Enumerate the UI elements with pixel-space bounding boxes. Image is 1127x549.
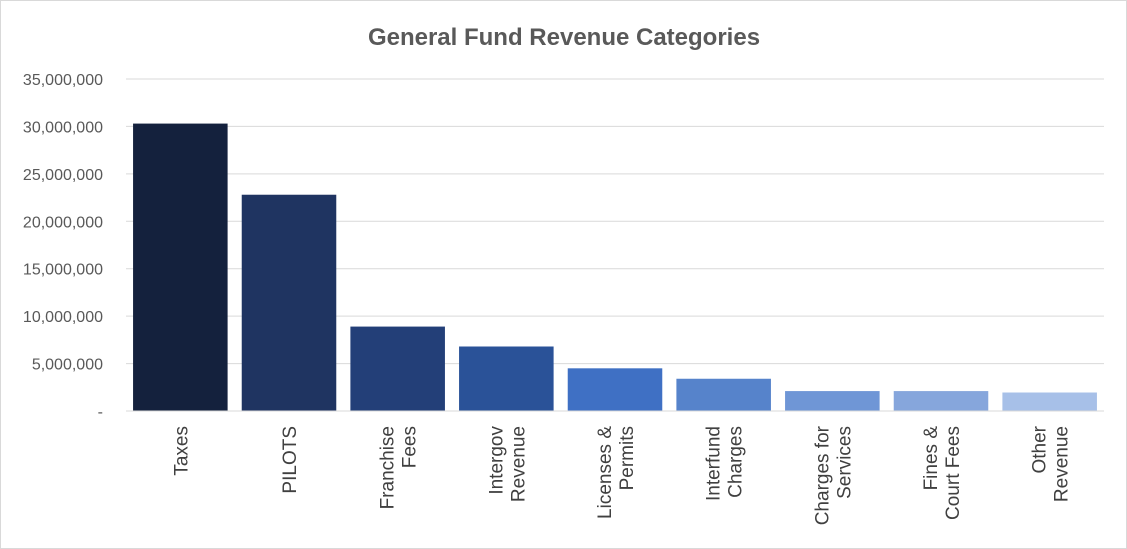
category-label: PILOTS [280, 426, 301, 494]
category-label-line: Charges [726, 426, 747, 498]
x-axis-category-labels: Taxes PILOTS Franchise Fees Intergov Revenue L… [171, 425, 1072, 525]
bar [350, 326, 445, 411]
bar [676, 378, 771, 411]
y-tick-label: 25,000,000 [23, 167, 103, 184]
category-label: Intergov Revenue [486, 426, 529, 503]
y-tick-label: 5,000,000 [32, 357, 103, 374]
bar [893, 391, 989, 411]
y-tick-label: 15,000,000 [23, 262, 103, 279]
y-tick-label: 20,000,000 [23, 214, 103, 231]
category-label: Interfund Charges [704, 426, 747, 501]
category-label-line: Taxes [171, 426, 192, 476]
y-axis-ticks: - 5,000,000 10,000,000 15,000,000 20,000,000… [23, 72, 103, 421]
bar [567, 368, 663, 411]
bar [241, 194, 337, 411]
category-label-line: Intergov [486, 426, 507, 495]
bar [1002, 392, 1097, 411]
category-label-line: Court Fees [943, 426, 964, 520]
category-label: Fines & Court Fees [921, 426, 964, 520]
category-label-line: Revenue [508, 426, 529, 502]
category-label: Licenses & Permits [595, 426, 638, 519]
category-label-line: Other [1030, 425, 1051, 473]
category-label: Franchise Fees [378, 426, 421, 509]
chart-title: General Fund Revenue Categories [368, 24, 760, 51]
category-label-line: Franchise [378, 426, 399, 509]
category-label-line: Fines & [921, 426, 942, 491]
y-tick-label: 10,000,000 [23, 309, 103, 326]
category-label: Other Revenue [1030, 425, 1073, 502]
bar [133, 123, 228, 411]
category-label-line: Revenue [1052, 426, 1073, 502]
bar [459, 346, 554, 411]
category-label-line: Charges for [812, 425, 833, 525]
category-label-line: Fees [400, 426, 421, 468]
category-label-line: Interfund [704, 426, 725, 501]
category-label-line: Services [834, 426, 855, 499]
bar [785, 391, 880, 411]
category-label-line: Licenses & [595, 426, 616, 519]
category-label: Charges for Services [812, 425, 855, 525]
category-label-line: PILOTS [280, 426, 301, 494]
category-label-line: Permits [617, 426, 638, 490]
bars [133, 123, 1097, 411]
y-tick-label: 30,000,000 [23, 119, 103, 136]
category-label: Taxes [171, 426, 192, 476]
y-tick-label: 35,000,000 [23, 72, 103, 89]
y-tick-label: - [98, 404, 103, 421]
